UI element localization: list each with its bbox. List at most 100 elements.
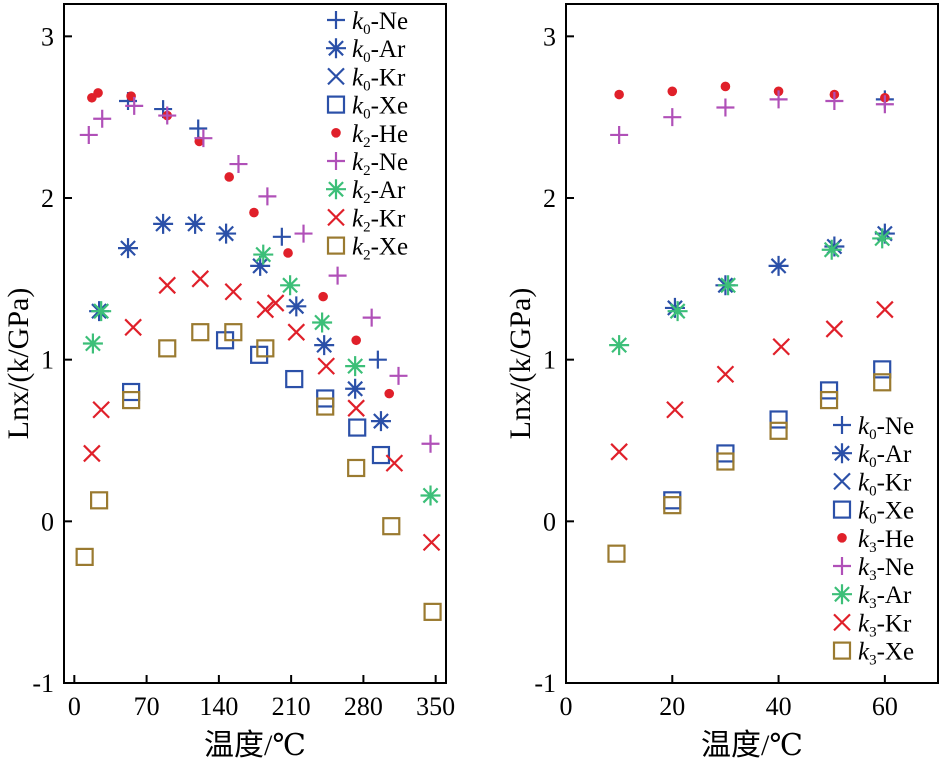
legend-label: k0-Kr xyxy=(352,64,406,94)
data-point xyxy=(718,275,739,296)
data-point xyxy=(821,239,842,260)
data-point xyxy=(389,366,408,385)
data-point xyxy=(666,401,684,419)
legend-marker xyxy=(837,533,847,543)
data-point xyxy=(249,207,259,218)
y-axis-label: Lnx/(k/GPa) xyxy=(2,288,35,440)
series-k3-Xe xyxy=(607,373,892,563)
data-point xyxy=(609,335,630,356)
legend-label: k3-Ar xyxy=(858,582,912,612)
series-k0-Xe xyxy=(663,360,892,510)
legend-marker xyxy=(832,584,852,605)
legend-label: k2-Ar xyxy=(352,177,406,207)
legend: k0-Nek0-Ark0-Krk0-Xek2-Hek2-Nek2-Ark2-Kr… xyxy=(326,8,408,264)
series-k2-Kr xyxy=(83,270,441,552)
data-point xyxy=(83,444,101,463)
data-point xyxy=(423,602,442,621)
data-point xyxy=(769,90,788,109)
legend-label: k0-Ne xyxy=(858,413,914,443)
data-point xyxy=(663,108,682,127)
data-point xyxy=(316,397,335,416)
data-point xyxy=(224,323,243,342)
data-point xyxy=(118,238,139,259)
y-tick-label: 2 xyxy=(543,184,556,213)
legend-label: k3-He xyxy=(858,526,914,556)
data-point xyxy=(825,320,844,338)
legend-label: k0-Ar xyxy=(352,36,406,66)
legend-label: k2-Kr xyxy=(352,205,406,235)
data-point xyxy=(191,270,210,288)
x-tick-label: 350 xyxy=(416,692,455,721)
data-point xyxy=(272,227,291,246)
data-point xyxy=(663,491,682,510)
legend-marker xyxy=(832,443,852,464)
data-point xyxy=(667,86,678,97)
data-point xyxy=(258,187,277,206)
data-point xyxy=(124,318,142,337)
data-point xyxy=(347,399,365,417)
series-k2-Ne xyxy=(79,96,440,453)
plot-frame xyxy=(63,3,447,684)
data-point xyxy=(345,378,366,399)
data-point xyxy=(283,248,293,258)
data-point xyxy=(158,106,177,125)
series-k0-Xe xyxy=(122,331,391,465)
data-point xyxy=(716,452,735,471)
data-point xyxy=(716,365,735,383)
y-tick-label: -1 xyxy=(534,669,556,698)
series-k3-Ar xyxy=(609,228,893,356)
legend-label: k0-Ar xyxy=(858,441,912,471)
legend-label: k3-Ne xyxy=(858,554,914,584)
series-k0-Ar xyxy=(89,213,391,432)
data-point xyxy=(250,345,269,364)
data-point xyxy=(317,357,336,375)
data-point xyxy=(663,496,682,515)
legend-label: k0-Xe xyxy=(858,498,914,528)
series-k2-Xe xyxy=(75,323,442,621)
data-point xyxy=(825,92,844,110)
data-point xyxy=(266,294,285,312)
legend-marker xyxy=(833,472,851,491)
x-axis-label: 温度/℃ xyxy=(204,729,306,762)
legend-label: k3-Kr xyxy=(858,610,912,640)
x-tick-label: 20 xyxy=(659,692,685,721)
series-k2-Ar xyxy=(82,244,441,506)
data-point xyxy=(125,96,144,115)
data-point xyxy=(371,445,391,465)
legend-label: k2-Xe xyxy=(352,234,408,264)
legend-marker xyxy=(326,179,346,200)
data-point xyxy=(93,109,112,128)
data-point xyxy=(873,373,892,392)
legend-label: k2-He xyxy=(352,121,408,151)
left-chart-panel: 0 70 140 210 280 350 -1 0 1 2 3 温度/℃ Lnx/(k/GPa) k0-N… xyxy=(2,3,455,762)
data-point xyxy=(256,300,275,319)
y-axis-label: Lnx/(k/GPa) xyxy=(504,288,537,440)
data-point xyxy=(122,390,141,410)
data-point xyxy=(421,434,440,453)
data-point xyxy=(769,421,788,440)
x-tick-label: 140 xyxy=(199,692,238,721)
data-point xyxy=(153,213,174,234)
data-point xyxy=(384,388,395,399)
x-tick-label: 40 xyxy=(766,692,792,721)
data-point xyxy=(280,275,301,296)
data-point xyxy=(348,418,367,437)
data-point xyxy=(314,335,335,356)
data-point xyxy=(287,323,306,341)
x-tick-label: 0 xyxy=(560,692,573,721)
series-k3-Ne xyxy=(610,90,894,144)
legend-label: k0-Ne xyxy=(352,8,408,38)
data-point xyxy=(328,266,347,285)
data-point xyxy=(872,228,893,249)
y-tick-label: -1 xyxy=(32,669,54,698)
data-point xyxy=(610,443,628,461)
legend-marker xyxy=(832,641,852,660)
data-point xyxy=(189,119,208,138)
plot-frame xyxy=(565,3,939,684)
data-point xyxy=(422,533,441,552)
data-point xyxy=(614,89,624,100)
data-point xyxy=(875,95,894,114)
data-point xyxy=(253,244,274,265)
